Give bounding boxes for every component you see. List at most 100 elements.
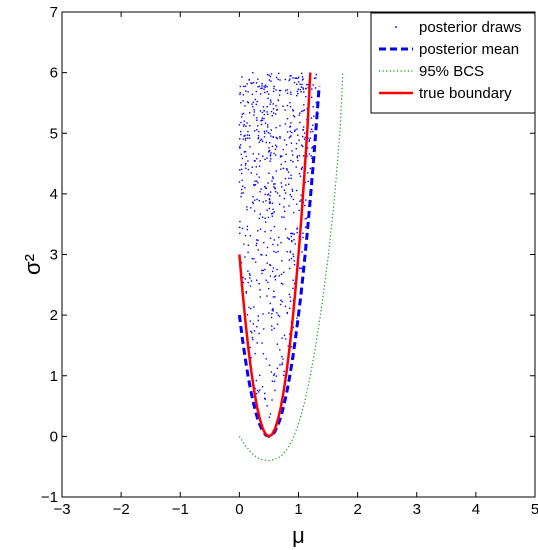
posterior-draw-point: [286, 89, 289, 91]
posterior-draw-point: [270, 371, 273, 373]
posterior-draw-point: [277, 72, 280, 75]
posterior-draw-point: [275, 136, 277, 139]
posterior-draw-point: [244, 164, 247, 166]
posterior-draw-point: [265, 221, 267, 223]
posterior-draw-point: [270, 152, 272, 154]
posterior-draw-point: [246, 134, 249, 136]
posterior-draw-point: [314, 87, 317, 89]
posterior-draw-point: [307, 86, 309, 89]
posterior-draw-point: [265, 130, 268, 132]
posterior-draw-point: [239, 147, 241, 149]
posterior-draw-point: [274, 389, 276, 392]
posterior-draw-point: [265, 141, 267, 144]
posterior-draw-point: [292, 326, 294, 329]
posterior-draw-point: [278, 275, 280, 277]
posterior-draw-point: [268, 147, 270, 149]
posterior-draw-point: [290, 93, 292, 96]
posterior-draw-point: [298, 139, 300, 141]
posterior-draw-point: [241, 227, 244, 230]
posterior-draw-point: [286, 251, 288, 253]
posterior-draw-point: [249, 125, 251, 127]
posterior-draw-point: [270, 229, 272, 232]
posterior-draw-point: [280, 273, 283, 276]
posterior-draw-point: [241, 76, 243, 78]
posterior-draw-point: [259, 374, 261, 376]
posterior-draw-point: [310, 155, 312, 157]
posterior-draw-point: [264, 217, 266, 219]
posterior-draw-point: [291, 190, 294, 192]
y-tick-label: 6: [50, 65, 58, 82]
posterior-draw-point: [281, 216, 283, 218]
posterior-draw-point: [294, 243, 296, 245]
posterior-draw-point: [306, 108, 308, 110]
posterior-draw-point: [246, 83, 248, 85]
posterior-draw-point: [269, 132, 271, 135]
posterior-draw-point: [285, 89, 287, 92]
posterior-draw-point: [296, 317, 298, 319]
posterior-draw-point: [292, 255, 295, 258]
legend-label: true boundary: [419, 85, 512, 102]
posterior-draw-point: [290, 345, 293, 348]
posterior-draw-point: [248, 273, 251, 275]
posterior-draw-point: [269, 160, 271, 162]
posterior-draw-point: [273, 112, 275, 114]
posterior-draw-point: [239, 220, 241, 223]
posterior-draw-point: [280, 299, 282, 301]
posterior-draw-point: [282, 358, 284, 360]
posterior-draw-point: [297, 134, 299, 136]
posterior-draw-point: [256, 239, 258, 241]
posterior-draw-point: [252, 106, 254, 108]
posterior-draw-point: [243, 125, 245, 127]
bcs-95-line: [238, 72, 344, 462]
posterior-draw-point: [270, 135, 272, 137]
posterior-draw-point: [261, 119, 263, 121]
posterior-draw-point: [273, 152, 275, 155]
posterior-draw-point: [272, 310, 274, 312]
posterior-draw-point: [251, 82, 253, 85]
posterior-draw-point: [266, 262, 268, 264]
posterior-draw-point: [273, 290, 275, 293]
posterior-draw-point: [295, 148, 297, 150]
posterior-draw-point: [246, 101, 249, 103]
posterior-draw-point: [288, 79, 290, 82]
posterior-draw-point: [264, 397, 266, 399]
posterior-draw-point: [255, 242, 258, 245]
posterior-draw-point: [286, 117, 289, 120]
posterior-draw-point: [240, 261, 243, 264]
posterior-draw-point: [264, 158, 266, 161]
posterior-draw-point: [238, 181, 241, 183]
posterior-draw-point: [300, 168, 303, 170]
posterior-draw-point: [246, 208, 248, 211]
posterior-draw-point: [255, 180, 258, 182]
posterior-draw-point: [252, 338, 254, 341]
posterior-draw-point: [288, 333, 291, 335]
posterior-draw-point: [266, 73, 269, 76]
posterior-draw-point: [291, 232, 294, 235]
posterior-draw-point: [240, 192, 243, 194]
posterior-draw-point: [302, 232, 304, 234]
posterior-draw-point: [240, 153, 243, 156]
legend-label: posterior mean: [419, 41, 519, 58]
posterior-draw-point: [279, 156, 282, 158]
posterior-draw-point: [264, 231, 266, 233]
posterior-draw-point: [253, 184, 256, 187]
posterior-draw-point: [260, 253, 262, 256]
posterior-draw-point: [275, 76, 278, 79]
posterior-draw-point: [288, 136, 291, 139]
posterior-draw-point: [279, 124, 281, 127]
posterior-draw-point: [254, 261, 257, 263]
posterior-draw-point: [289, 300, 292, 302]
posterior-draw-point: [247, 91, 249, 93]
posterior-draw-point: [301, 251, 303, 253]
legend-item-posterior-draws: posterior draws: [395, 19, 522, 36]
posterior-draw-point: [258, 176, 260, 178]
posterior-draw-point: [238, 226, 241, 229]
posterior-draw-point: [270, 129, 273, 131]
posterior-draw-point: [241, 172, 243, 175]
posterior-draw-point: [259, 160, 261, 162]
posterior-draw-point: [298, 172, 301, 175]
posterior-draw-point: [261, 111, 264, 114]
posterior-draw-point: [258, 199, 261, 202]
posterior-draw-point: [261, 87, 263, 89]
posterior-draw-point: [276, 367, 279, 370]
